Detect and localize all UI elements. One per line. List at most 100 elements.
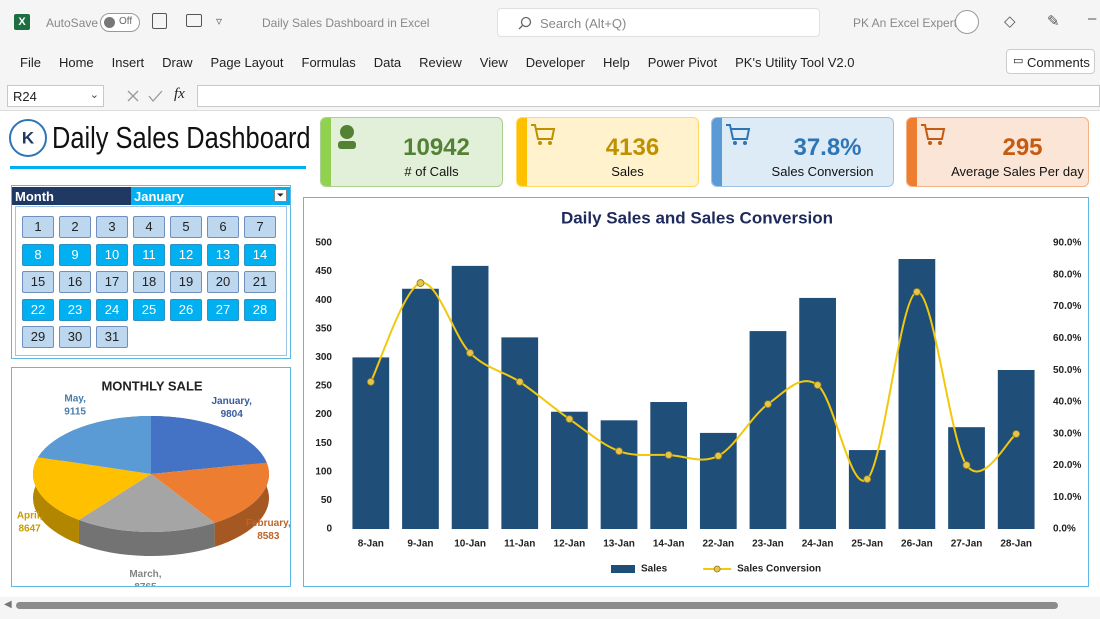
day-button[interactable]: 30 bbox=[59, 326, 91, 348]
day-button[interactable]: 23 bbox=[59, 298, 91, 321]
enter-icon[interactable] bbox=[148, 90, 163, 103]
day-button[interactable]: 25 bbox=[133, 298, 165, 321]
slicer-selection[interactable]: January bbox=[131, 187, 290, 205]
pie-value: 9115 bbox=[64, 406, 86, 417]
day-button[interactable]: 3 bbox=[96, 216, 128, 238]
day-button[interactable]: 7 bbox=[244, 216, 276, 238]
day-button[interactable]: 19 bbox=[170, 271, 202, 293]
line-marker bbox=[962, 461, 971, 470]
x-tick-label: 28-Jan bbox=[1000, 539, 1032, 550]
day-button[interactable]: 14 bbox=[244, 243, 276, 266]
day-button[interactable]: 27 bbox=[207, 298, 239, 321]
pie-slice bbox=[32, 457, 151, 520]
qat-dropdown[interactable]: ▿ bbox=[216, 14, 223, 28]
save-icon[interactable] bbox=[152, 13, 167, 29]
pie-slice bbox=[78, 474, 215, 532]
bar bbox=[948, 427, 985, 529]
name-box[interactable]: R24 ⌄ bbox=[7, 85, 104, 107]
x-tick-label: 27-Jan bbox=[951, 539, 983, 550]
day-button[interactable]: 29 bbox=[22, 326, 54, 348]
bar bbox=[650, 402, 688, 529]
scroll-left[interactable]: ◀ bbox=[4, 599, 12, 610]
ribbon-tab[interactable]: Help bbox=[603, 55, 630, 70]
pie-value: 8647 bbox=[18, 523, 41, 534]
ribbon-tab[interactable]: View bbox=[479, 55, 508, 70]
bar bbox=[898, 259, 936, 529]
day-button[interactable]: 15 bbox=[22, 271, 54, 293]
day-button[interactable]: 31 bbox=[96, 326, 128, 348]
line-marker bbox=[565, 415, 574, 423]
line-marker bbox=[813, 381, 822, 389]
ribbon-tab[interactable]: Review bbox=[419, 55, 462, 70]
ribbon-tab[interactable]: Home bbox=[58, 55, 94, 70]
day-button[interactable]: 18 bbox=[133, 271, 165, 293]
file-name[interactable]: Daily Sales Dashboard in Excel bbox=[262, 16, 430, 30]
name-box-dropdown[interactable]: ⌄ bbox=[89, 89, 99, 101]
ribbon-tab[interactable]: Developer bbox=[525, 55, 586, 70]
premium-icon[interactable]: ◇ bbox=[1004, 13, 1016, 30]
y2-tick-label: 60.0% bbox=[1053, 333, 1081, 344]
insert-function[interactable]: fx bbox=[174, 86, 185, 102]
autosave-toggle[interactable]: Off bbox=[100, 13, 140, 32]
bar bbox=[600, 420, 638, 529]
day-button[interactable]: 4 bbox=[133, 216, 165, 238]
y-tick-label: 50 bbox=[321, 495, 333, 506]
day-button[interactable]: 1 bbox=[22, 216, 54, 238]
scroll-thumb[interactable] bbox=[16, 602, 1058, 609]
ribbon-tab[interactable]: Data bbox=[373, 55, 402, 70]
day-button[interactable]: 5 bbox=[170, 216, 202, 238]
legend-label: Sales bbox=[641, 564, 668, 575]
ribbon-tab[interactable]: Insert bbox=[111, 55, 145, 70]
y2-tick-label: 40.0% bbox=[1053, 397, 1081, 408]
clear-filter[interactable]: ⏷ bbox=[274, 189, 287, 202]
line-marker bbox=[1012, 430, 1021, 438]
day-button[interactable]: 17 bbox=[96, 271, 128, 293]
line-marker bbox=[515, 377, 524, 386]
cart-body bbox=[921, 124, 946, 140]
icon-head bbox=[340, 125, 354, 139]
ribbon-tab[interactable]: Page Layout bbox=[210, 55, 284, 70]
day-button[interactable]: 6 bbox=[207, 216, 239, 238]
day-button[interactable]: 9 bbox=[59, 243, 91, 266]
pie-data-label: May, 9115 bbox=[64, 393, 86, 417]
pie-value: 8765 bbox=[134, 582, 157, 587]
day-button[interactable]: 12 bbox=[170, 243, 202, 266]
cancel-icon[interactable] bbox=[127, 90, 139, 102]
day-button[interactable]: 24 bbox=[96, 298, 128, 321]
day-button[interactable]: 21 bbox=[244, 271, 276, 293]
ribbon-tab[interactable]: Formulas bbox=[301, 55, 356, 70]
day-button[interactable]: 13 bbox=[207, 243, 239, 266]
search-box[interactable]: Search (Alt+Q) bbox=[497, 8, 820, 37]
day-button[interactable]: 2 bbox=[59, 216, 91, 238]
y-tick-label: 150 bbox=[315, 438, 332, 449]
day-button[interactable]: 20 bbox=[207, 271, 239, 293]
day-button[interactable]: 22 bbox=[22, 298, 54, 321]
icon-body bbox=[338, 141, 356, 149]
day-button[interactable]: 16 bbox=[59, 271, 91, 293]
day-button[interactable]: 10 bbox=[96, 243, 128, 266]
day-button[interactable]: 26 bbox=[170, 298, 202, 321]
kpi-label: Sales Conversion bbox=[771, 164, 874, 179]
form-icon[interactable] bbox=[186, 14, 202, 27]
ribbon-tab[interactable]: Draw bbox=[162, 55, 193, 70]
ribbon-tab[interactable]: PK's Utility Tool V2.0 bbox=[735, 55, 855, 70]
ribbon: File Home Insert Draw Page Layout Formulas Dat… bbox=[0, 45, 1100, 81]
title-underline bbox=[10, 166, 306, 169]
ribbon-tab[interactable]: File bbox=[20, 55, 41, 70]
pie-category: February, bbox=[246, 517, 291, 528]
ribbon-tab[interactable]: Power Pivot bbox=[647, 55, 718, 70]
line-marker bbox=[863, 475, 872, 484]
day-button[interactable]: 11 bbox=[133, 243, 165, 266]
comments-button[interactable]: ▭ Comments bbox=[1006, 49, 1095, 74]
user-avatar[interactable] bbox=[955, 10, 979, 34]
kpi-card: 37.8% Sales Conversion bbox=[711, 117, 894, 187]
y-tick-label: 400 bbox=[315, 295, 332, 306]
chart-title: Daily Sales and Sales Conversion bbox=[561, 208, 833, 227]
formula-input[interactable] bbox=[197, 85, 1100, 107]
pen-icon[interactable]: ✎ bbox=[1047, 13, 1060, 30]
kpi-value: 295 bbox=[1002, 134, 1043, 161]
day-button[interactable]: 28 bbox=[244, 298, 276, 321]
day-button[interactable]: 8 bbox=[22, 243, 54, 266]
minimize-icon[interactable]: – bbox=[1088, 10, 1097, 27]
